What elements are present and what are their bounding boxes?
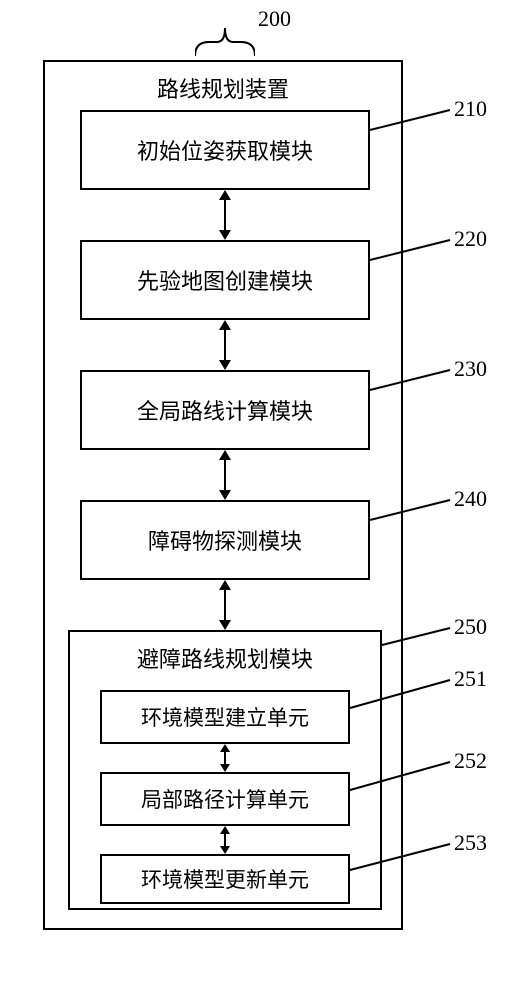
callout-num: 250 (454, 614, 487, 640)
callout-num: 253 (454, 830, 487, 856)
module-obstacle-detect: 障碍物探测模块 (80, 500, 370, 580)
unit-local-path: 局部路径计算单元 (100, 772, 350, 826)
connector-arrow (217, 190, 233, 240)
connector-arrow (217, 580, 233, 630)
diagram-canvas: 200 路线规划装置 初始位姿获取模块 先验地图创建模块 全局路线计算模块 障碍… (0, 0, 520, 1000)
module-label: 先验地图创建模块 (137, 264, 313, 296)
callout-num: 220 (454, 226, 487, 252)
callout-num: 240 (454, 486, 487, 512)
module-prior-map: 先验地图创建模块 (80, 240, 370, 320)
outer-title: 路线规划装置 (43, 72, 403, 104)
unit-env-model-build: 环境模型建立单元 (100, 690, 350, 744)
callout-num: 210 (454, 96, 487, 122)
callout-num: 252 (454, 748, 487, 774)
module-label: 全局路线计算模块 (137, 394, 313, 426)
sub-container-title: 避障路线规划模块 (68, 642, 382, 674)
outer-label: 200 (258, 6, 291, 32)
module-label: 障碍物探测模块 (148, 524, 302, 556)
callout-num: 251 (454, 666, 487, 692)
bracket-icon (195, 22, 255, 58)
unit-env-model-update: 环境模型更新单元 (100, 854, 350, 904)
unit-label: 环境模型建立单元 (141, 702, 309, 732)
connector-arrow (217, 450, 233, 500)
connector-arrow (217, 826, 233, 854)
module-label: 初始位姿获取模块 (137, 134, 313, 166)
connector-arrow (217, 744, 233, 772)
unit-label: 局部路径计算单元 (141, 784, 309, 814)
module-initial-pose: 初始位姿获取模块 (80, 110, 370, 190)
module-global-route: 全局路线计算模块 (80, 370, 370, 450)
unit-label: 环境模型更新单元 (141, 864, 309, 894)
connector-arrow (217, 320, 233, 370)
callout-num: 230 (454, 356, 487, 382)
